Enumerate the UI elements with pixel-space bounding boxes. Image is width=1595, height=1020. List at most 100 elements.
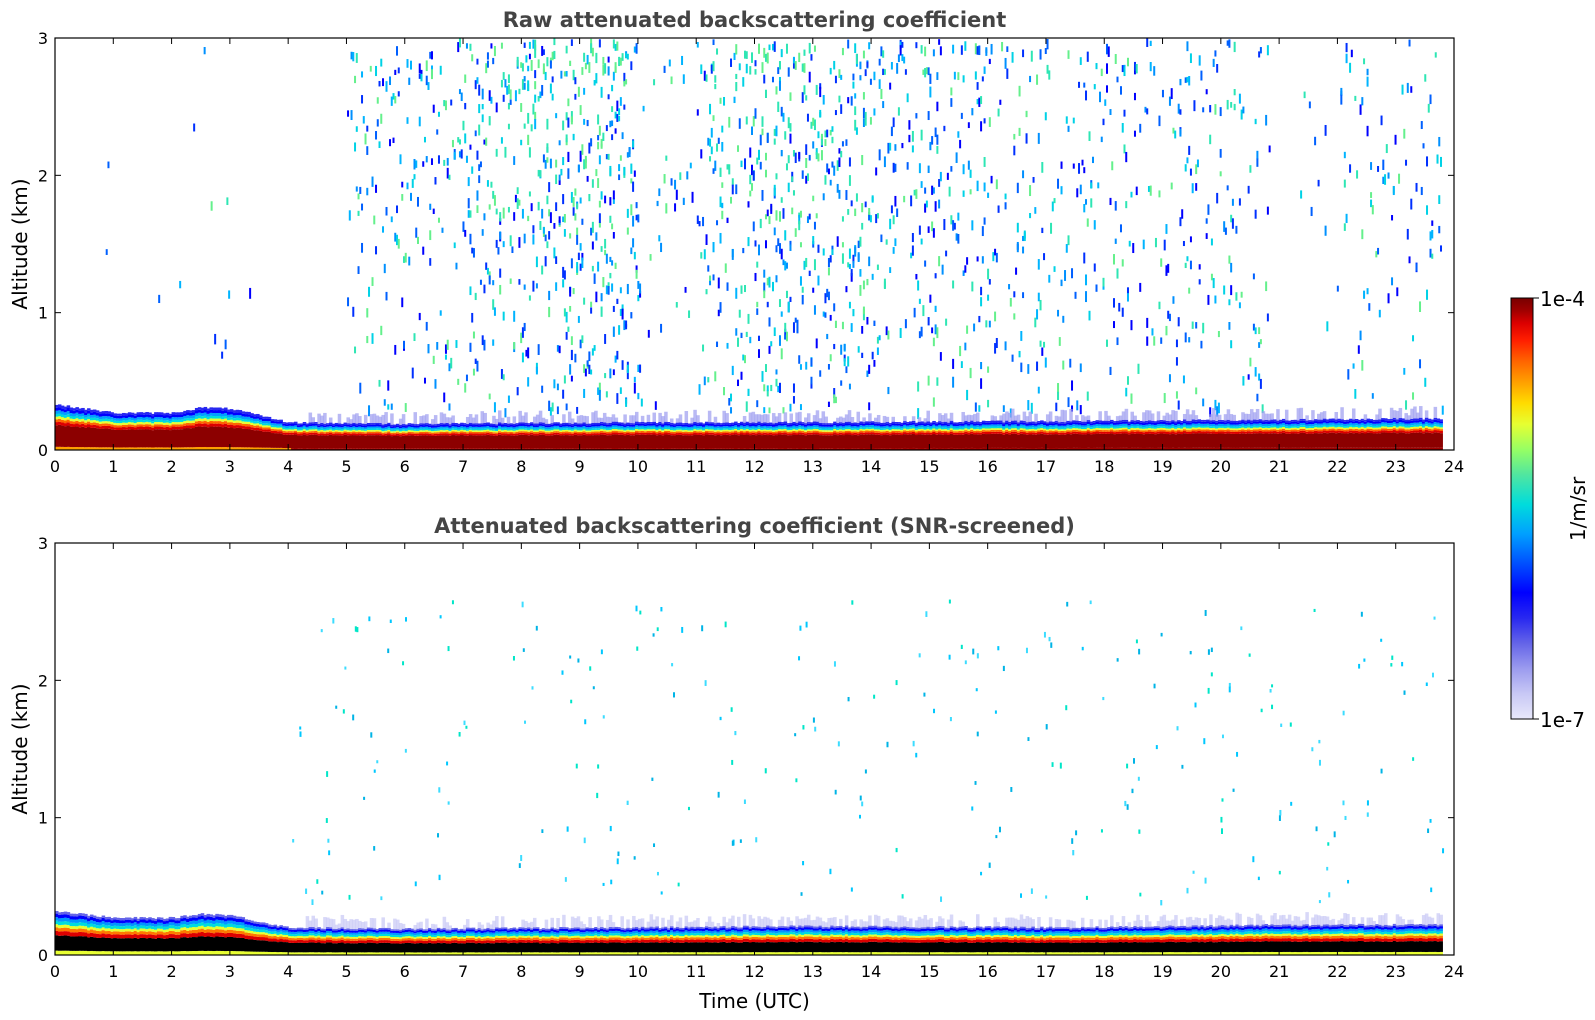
layer-cell xyxy=(442,431,447,434)
layer-cell xyxy=(296,432,301,434)
layer-cell xyxy=(876,448,881,450)
noise-pixel xyxy=(1144,106,1147,113)
layer-cell xyxy=(162,427,167,430)
noise-pixel xyxy=(815,148,818,155)
noise-pixel xyxy=(612,71,615,81)
layer-cell xyxy=(463,431,467,434)
layer-cell xyxy=(293,430,298,433)
layer-cell xyxy=(413,427,418,430)
layer-cell xyxy=(981,422,986,425)
layer-cell xyxy=(244,447,248,450)
layer-cell xyxy=(763,432,767,435)
layer-cell xyxy=(678,448,683,450)
noise-pixel xyxy=(889,82,892,90)
noise-pixel xyxy=(1419,359,1422,369)
layer-cell xyxy=(806,431,811,433)
noise-pixel xyxy=(1172,296,1175,304)
noise-pixel xyxy=(642,105,645,112)
noise-pixel xyxy=(598,213,601,223)
layer-halo xyxy=(602,412,607,423)
layer-cell xyxy=(253,430,257,448)
layer-cell xyxy=(774,428,779,430)
layer-cell xyxy=(57,424,62,447)
noise-pixel xyxy=(964,342,967,351)
layer-cell xyxy=(486,426,490,428)
noise-pixel xyxy=(855,127,858,135)
noise-pixel xyxy=(1242,106,1245,114)
noise-pixel xyxy=(735,287,738,299)
noise-pixel xyxy=(871,351,874,360)
noise-pixel xyxy=(469,210,472,218)
layer-cell xyxy=(393,426,397,428)
noise-pixel xyxy=(597,114,600,125)
layer-cell xyxy=(264,418,269,422)
noise-pixel xyxy=(562,216,565,223)
noise-pixel xyxy=(635,43,638,54)
layer-cell xyxy=(291,434,295,449)
layer-cell xyxy=(652,432,657,435)
noise-pixel xyxy=(866,370,869,377)
noise-pixel xyxy=(733,96,736,104)
noise-pixel xyxy=(1069,358,1072,368)
layer-cell xyxy=(154,419,158,422)
noise-pixel xyxy=(1419,301,1422,313)
noise-pixel xyxy=(689,162,692,169)
noise-pixel xyxy=(366,125,369,132)
layer-cell xyxy=(792,429,796,431)
layer-cell xyxy=(183,421,187,424)
noise-pixel xyxy=(1116,268,1119,279)
layer-cell xyxy=(751,427,756,430)
noise-pixel xyxy=(1160,337,1163,344)
layer-cell xyxy=(334,435,339,449)
layer-cell xyxy=(375,428,380,430)
noise-pixel xyxy=(1125,201,1128,209)
noise-pixel xyxy=(1228,322,1231,330)
layer-cell xyxy=(355,433,359,436)
layer-cell xyxy=(879,426,884,429)
layer-cell xyxy=(952,425,957,428)
layer-cell xyxy=(868,425,872,428)
layer-cell xyxy=(955,424,960,427)
layer-cell xyxy=(675,434,680,449)
layer-cell xyxy=(157,426,161,430)
layer-cell xyxy=(943,430,948,433)
layer-cell xyxy=(731,426,735,429)
layer-cell xyxy=(952,432,957,435)
noise-pixel xyxy=(773,227,776,236)
layer-cell xyxy=(419,430,423,432)
layer-cell xyxy=(792,448,796,450)
layer-cell xyxy=(681,431,686,434)
layer-cell xyxy=(273,429,278,431)
layer-cell xyxy=(232,418,237,421)
noise-pixel xyxy=(770,341,773,347)
noise-pixel xyxy=(757,43,760,54)
layer-cell xyxy=(314,422,318,424)
layer-halo xyxy=(941,415,945,423)
layer-cell xyxy=(763,427,767,430)
layer-cell xyxy=(527,431,531,434)
noise-pixel xyxy=(815,152,818,160)
noise-pixel xyxy=(1349,62,1352,73)
noise-pixel xyxy=(562,120,565,131)
layer-cell xyxy=(317,429,321,431)
noise-pixel xyxy=(1085,199,1088,205)
layer-halo xyxy=(973,413,977,422)
layer-cell xyxy=(261,431,266,448)
layer-cell xyxy=(868,432,872,435)
layer-cell xyxy=(486,432,490,435)
noise-pixel xyxy=(1076,400,1079,411)
layer-cell xyxy=(229,419,234,423)
layer-halo xyxy=(713,416,718,424)
noise-pixel xyxy=(490,181,493,188)
layer-cell xyxy=(66,411,71,415)
noise-pixel xyxy=(1149,185,1152,196)
noise-pixel xyxy=(1125,387,1128,397)
noise-pixel xyxy=(1238,93,1241,104)
noise-pixel xyxy=(775,369,778,375)
noise-pixel xyxy=(866,316,869,325)
layer-halo xyxy=(815,410,820,422)
layer-halo xyxy=(448,417,452,425)
layer-cell xyxy=(722,424,726,427)
noise-pixel xyxy=(591,47,594,57)
layer-cell xyxy=(859,427,863,429)
